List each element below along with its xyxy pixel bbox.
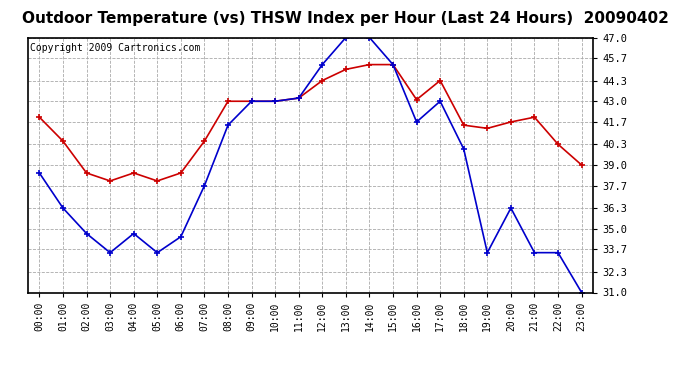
Text: Outdoor Temperature (vs) THSW Index per Hour (Last 24 Hours)  20090402: Outdoor Temperature (vs) THSW Index per … xyxy=(21,11,669,26)
Text: Copyright 2009 Cartronics.com: Copyright 2009 Cartronics.com xyxy=(30,43,201,52)
